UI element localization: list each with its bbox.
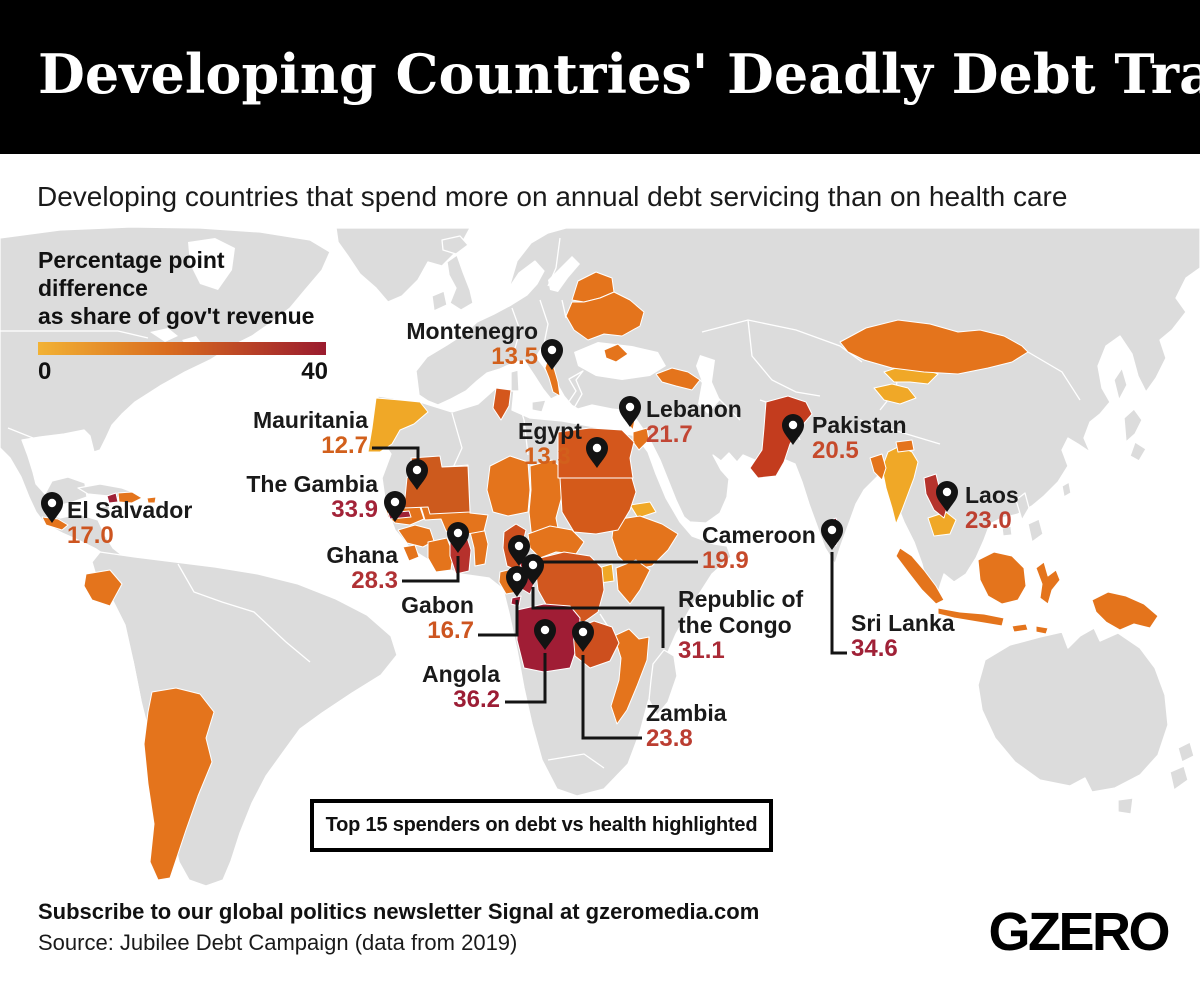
country-borders [0, 237, 1081, 769]
landmass-sardinia [510, 369, 520, 392]
country-shape-sulawesi [1035, 561, 1061, 605]
country-label-lebanon: Lebanon 21.7 [646, 396, 742, 448]
country-label-zambia: Zambia 23.8 [646, 700, 727, 752]
leader-line-congo [531, 587, 665, 648]
country-shape-crimea [603, 343, 629, 363]
landmass-taiwan [1061, 481, 1072, 498]
country-shape-hispaniola [117, 491, 143, 504]
title-bar: Developing Countries' Deadly Debt Trap [0, 0, 1200, 154]
country-label-cameroon: Cameroon 19.9 [702, 522, 816, 574]
leader-line-angola [505, 653, 547, 704]
country-label-angola: Angola 36.2 [422, 661, 500, 713]
country-shape-ukraine [565, 291, 645, 341]
landmass-new-zealand-south [1169, 765, 1189, 791]
country-label-gabon: Gabon 16.7 [401, 592, 474, 644]
legend-scale: 0 40 [38, 358, 328, 386]
country-shape-kenya [615, 559, 651, 605]
country-label-laos: Laos 23.0 [965, 482, 1019, 534]
baltic-sea [548, 256, 580, 292]
landmass-philippines-north [1015, 492, 1030, 521]
gzero-logo: GZERO [988, 902, 1170, 962]
landmass-jamaica [97, 505, 111, 513]
leader-line-zambia [581, 655, 642, 740]
country-shape-puerto-rico [146, 496, 157, 504]
country-shape-sumatra [895, 547, 945, 605]
country-shape-ivory-coast [427, 537, 454, 573]
country-shape-tunisia [492, 387, 512, 421]
landmass-sicily [531, 399, 547, 413]
country-label-pakistan: Pakistan 20.5 [812, 412, 907, 464]
country-shape-haiti [106, 492, 119, 504]
country-shape-lesser-sunda [1011, 623, 1049, 635]
country-label-gambia: The Gambia 33.9 [246, 471, 378, 523]
hudson-bay [188, 238, 235, 290]
country-shape-caucasus [655, 367, 701, 391]
legend: Percentage point difference as share of … [38, 246, 328, 386]
country-label-mauritania: Mauritania 12.7 [252, 407, 368, 459]
country-shape-bangladesh [869, 453, 887, 481]
footer-subscribe-text: Subscribe to our global politics newslet… [38, 899, 760, 924]
legend-title-line1: Percentage point difference [38, 247, 225, 301]
landmass-philippines-south [1027, 518, 1044, 543]
country-shape-niger [486, 455, 531, 517]
leader-line-ghana [402, 556, 460, 583]
page-title: Developing Countries' Deadly Debt Trap [38, 42, 1200, 106]
map-note-box: Top 15 spenders on debt vs health highli… [310, 799, 773, 852]
legend-title-line2: as share of gov't revenue [38, 303, 315, 329]
subtitle: Developing countries that spend more on … [37, 181, 1068, 212]
legend-gradient-bar [38, 342, 326, 355]
country-label-congo: Republic of the Congo 31.1 [678, 586, 804, 664]
country-label-ghana: Ghana 28.3 [326, 542, 398, 594]
legend-title: Percentage point difference as share of … [38, 246, 328, 330]
caspian-sea [696, 355, 720, 414]
country-shape-java [937, 607, 1005, 627]
landmass-britain [446, 254, 474, 311]
footer-source-text: Source: Jubilee Debt Campaign (data from… [38, 930, 518, 955]
country-shape-laos [923, 473, 949, 519]
country-shape-bhutan [895, 439, 915, 453]
country-shape-mozambique [610, 628, 650, 725]
country-shape-mongolia [839, 319, 1029, 375]
country-label-montenegro: Montenegro 13.5 [406, 318, 538, 370]
country-shape-tajikistan [873, 383, 917, 405]
country-shape-el-salvador [41, 516, 69, 531]
leader-line-sri-lanka [830, 552, 847, 655]
country-shape-sudan [559, 477, 637, 535]
landmass-hainan [1001, 525, 1013, 537]
landmass-ireland [431, 290, 448, 312]
country-shape-montenegro-albania [544, 361, 561, 397]
landmass-north-america [0, 226, 331, 561]
legend-min-label: 0 [38, 358, 52, 385]
legend-max-label: 40 [301, 358, 328, 385]
country-label-sri-lanka: Sri Lanka 34.6 [851, 610, 955, 662]
landmass-sakhalin [1113, 367, 1128, 401]
landmass-madagascar [648, 649, 678, 716]
country-label-el-salvador: El Salvador 17.0 [67, 497, 193, 549]
country-shape-ecuador [83, 569, 123, 607]
black-sea [574, 342, 666, 380]
landmass-iceland [441, 235, 469, 255]
country-shape-argentina [143, 687, 215, 881]
leader-line-gabon [478, 600, 519, 637]
landmass-tasmania [1117, 797, 1134, 815]
country-shape-morocco [367, 397, 429, 453]
country-shape-eritrea [629, 501, 657, 519]
country-shape-sierra-leone [402, 544, 420, 562]
country-label-egypt: Egypt 13.3 [518, 418, 582, 470]
landmass-australia [977, 627, 1169, 793]
country-shape-borneo [977, 551, 1027, 605]
landmass-new-zealand-north [1177, 741, 1195, 763]
landmass-japan-north [1123, 408, 1143, 443]
landmass-japan-south [1129, 441, 1147, 462]
country-shape-new-guinea [1091, 591, 1159, 631]
country-shape-ethiopia [611, 515, 679, 571]
